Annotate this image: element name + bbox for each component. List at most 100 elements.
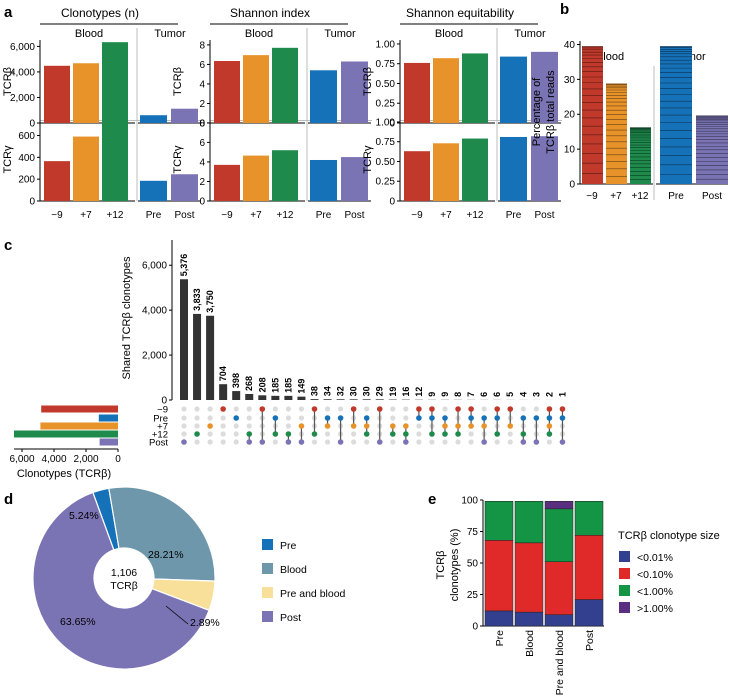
panel-c-dot-on bbox=[376, 439, 383, 445]
panel-c-set-label: +12 bbox=[152, 430, 168, 441]
panel-c-dot-off bbox=[233, 406, 239, 412]
panel-c-bar bbox=[336, 399, 345, 400]
panel-c-dot-on bbox=[429, 406, 435, 412]
panel-d-leader-line bbox=[165, 605, 189, 625]
panel-c-dot-off bbox=[546, 439, 553, 445]
panel-a-bar bbox=[341, 61, 368, 123]
panel-a-row-label: TCRβ bbox=[172, 67, 184, 96]
panel-c-dot-off bbox=[403, 415, 409, 421]
panel-c-bar bbox=[284, 395, 293, 400]
panel-a-x-tick-label: +12 bbox=[277, 210, 294, 221]
panel-c-bar bbox=[375, 399, 384, 400]
panel-e-x-tick-label: Pre bbox=[494, 630, 506, 647]
panel-c-dot-on bbox=[468, 415, 474, 421]
panel-c-bar-label: 34 bbox=[323, 386, 333, 396]
panel-c-dot-on bbox=[363, 431, 370, 437]
panel-c-dot-off bbox=[246, 415, 252, 421]
panel-d-slice-label: 2.89% bbox=[190, 617, 220, 629]
panel-c-bar-label: 16 bbox=[401, 387, 411, 397]
panel-c-dot-on bbox=[455, 406, 461, 412]
panel-c-dot-on bbox=[350, 406, 357, 412]
panel-c-dot-off bbox=[533, 406, 539, 412]
panel-a-bar bbox=[140, 180, 167, 201]
panel-c-bar bbox=[349, 399, 358, 400]
panel-c-dot-off bbox=[246, 423, 252, 429]
panel-c-dot-off bbox=[298, 415, 305, 421]
panel-b-bar bbox=[582, 46, 603, 185]
panel-a-blood-label: Blood bbox=[75, 28, 103, 40]
panel-c-dot-off bbox=[390, 406, 396, 412]
panel-a-y-tick-label: 4,000 bbox=[10, 67, 35, 78]
panel-d-legend-label: Blood bbox=[280, 564, 307, 576]
panel-c-set-bar bbox=[14, 430, 118, 438]
panel-c-dot-off bbox=[429, 439, 435, 445]
panel-label-b: b bbox=[560, 1, 569, 18]
panel-c-dot-off bbox=[181, 423, 187, 429]
panel-c-dot-off bbox=[246, 406, 252, 412]
panel-a-bar bbox=[102, 121, 128, 201]
panel-c-dot-off bbox=[207, 415, 213, 421]
panel-c-dot-off bbox=[364, 406, 370, 412]
panel-c-dot-off bbox=[220, 439, 226, 445]
panel-c-dot-on bbox=[363, 423, 370, 429]
panel-b-y-label: TCRβ total reads bbox=[545, 70, 557, 154]
panel-e-bar-segment bbox=[484, 501, 514, 541]
panel-c-dot-on bbox=[246, 439, 253, 445]
panel-e-x-tick-label: Blood bbox=[524, 630, 536, 657]
panel-a-y-tick-label: 6,000 bbox=[10, 42, 35, 53]
panel-a-y-tick-label: 2,000 bbox=[10, 93, 35, 104]
panel-c-dot-on bbox=[259, 406, 266, 412]
panel-a-bar bbox=[171, 174, 198, 201]
panel-c-dot-on bbox=[429, 415, 435, 421]
panel-c-bar-label: 3,833 bbox=[192, 288, 202, 311]
panel-c-dot-off bbox=[507, 431, 513, 437]
panel-d-legend-swatch bbox=[262, 539, 273, 550]
panel-c-dot-on bbox=[507, 423, 514, 429]
panel-e-bar-segment bbox=[544, 501, 574, 510]
panel-c-set-tick-label: 0 bbox=[115, 454, 121, 465]
panel-b-y-tick-label: 10 bbox=[564, 145, 576, 156]
panel-b-y-tick-label: 0 bbox=[569, 180, 575, 191]
panel-c-y-tick-label: 4,000 bbox=[142, 306, 167, 317]
panel-d-legend-swatch bbox=[262, 611, 273, 622]
panel-c-dot-off bbox=[207, 439, 213, 445]
panel-c-set-tick-label: 4,000 bbox=[41, 454, 66, 465]
panel-a-bar bbox=[462, 138, 488, 201]
panel-c-dot-on bbox=[337, 415, 344, 421]
panel-b-y-tick-label: 20 bbox=[564, 110, 576, 121]
panel-a-y-tick-label: 0.25 bbox=[376, 177, 396, 188]
panel-d-legend-label: Pre and blood bbox=[280, 588, 346, 600]
panel-c-dot-on bbox=[233, 415, 239, 421]
panel-c-dot-off bbox=[220, 431, 226, 437]
panel-a-bar bbox=[500, 136, 527, 201]
panel-a-y-tick-label: 0.50 bbox=[376, 157, 396, 168]
panel-e-bar-segment bbox=[574, 599, 604, 627]
panel-c-dot-off bbox=[233, 423, 239, 429]
panel-c-bar bbox=[310, 399, 319, 400]
panel-a-x-tick-label: −9 bbox=[221, 210, 233, 221]
panel-c-bar-label: 4 bbox=[518, 392, 528, 397]
panel-a-bar bbox=[44, 161, 70, 201]
panel-a-y-tick-label: 8 bbox=[199, 118, 205, 129]
panel-b-y-label: Percentage of bbox=[531, 77, 543, 146]
panel-a-y-tick-label: 0.75 bbox=[376, 137, 396, 148]
panel-a-y-tick-label: 0 bbox=[389, 197, 395, 208]
panel-c-dot-off bbox=[324, 439, 331, 445]
panel-a-x-tick-label: Pre bbox=[146, 210, 162, 221]
panel-a-y-tick-label: 1.00 bbox=[376, 39, 396, 50]
panel-a-y-tick-label: 0.75 bbox=[376, 59, 396, 70]
panel-c-dot-off bbox=[194, 423, 200, 429]
panel-c-dot-on bbox=[559, 415, 566, 421]
panel-c-dot-on bbox=[207, 423, 213, 429]
panel-a-x-tick-label: Post bbox=[174, 210, 194, 221]
panel-c-dot-on bbox=[520, 439, 527, 445]
panel-b-y-tick-label: 30 bbox=[564, 75, 576, 86]
panel-d-legend-swatch bbox=[262, 587, 273, 598]
panel-a-x-tick-label: +7 bbox=[250, 210, 262, 221]
panel-b-x-tick-label: −9 bbox=[586, 191, 598, 202]
panel-a-bar bbox=[310, 70, 337, 123]
panel-a-tumor-label: Tumor bbox=[514, 28, 546, 40]
panel-a-y-tick-label: 6 bbox=[199, 138, 205, 149]
panel-c-bar-label: 5 bbox=[505, 392, 515, 397]
panel-b-x-tick-label: Post bbox=[702, 191, 722, 202]
